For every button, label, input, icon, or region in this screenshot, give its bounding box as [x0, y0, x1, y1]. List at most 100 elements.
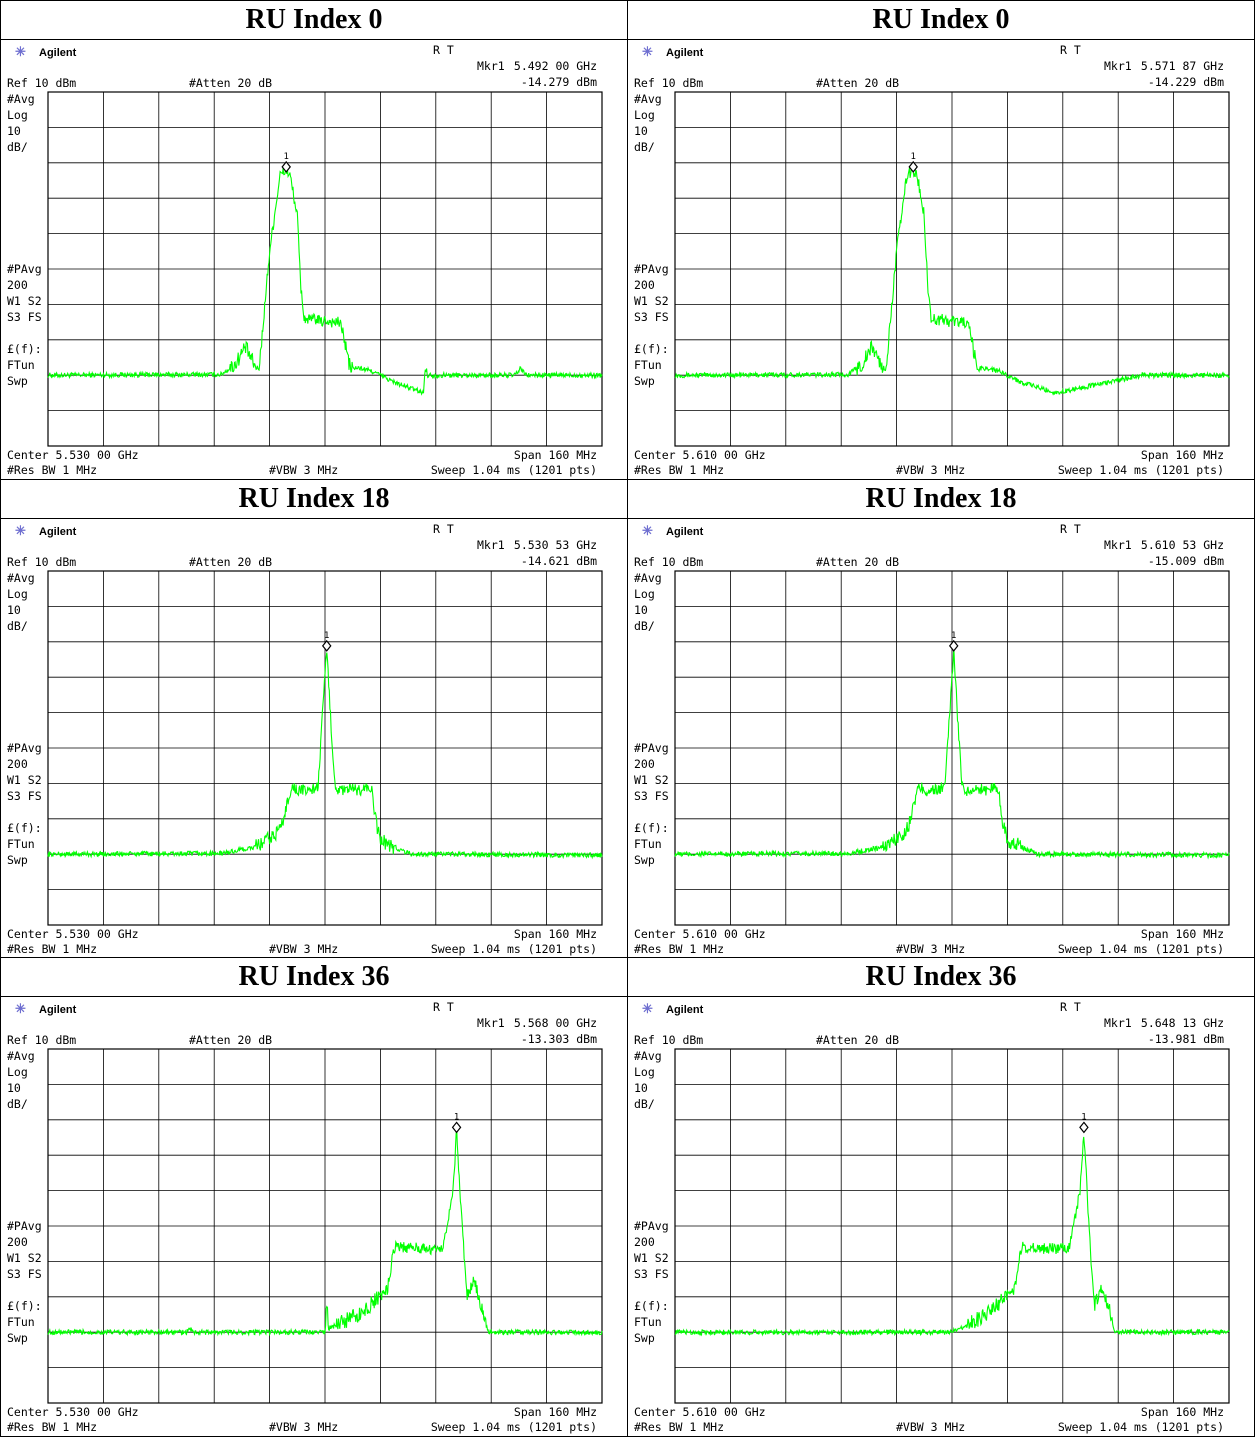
marker-diamond-icon	[281, 160, 291, 173]
plot-cell-0: ✳ Agilent R T Mkr1 5.492 00 GHz -14.279 dBm Re…	[0, 39, 628, 480]
graticule-frame	[47, 570, 603, 926]
ftun-label: FTun	[634, 1315, 662, 1329]
graticule-frame	[674, 570, 1230, 926]
graticule-frame	[47, 1048, 603, 1404]
scale-value: 10	[7, 1081, 21, 1095]
avg-label: #Avg	[7, 1049, 35, 1063]
graticule	[674, 1048, 1230, 1404]
swp-label: Swp	[7, 853, 28, 867]
trigger-status: R T	[1060, 43, 1081, 57]
marker-level: -13.981 dBm	[1148, 1032, 1224, 1046]
trigger-status: R T	[433, 43, 454, 57]
pavg-label: #PAvg	[634, 262, 669, 276]
avg-label: #Avg	[7, 571, 35, 585]
swp-label: Swp	[7, 374, 28, 388]
video-bandwidth: #VBW 3 MHz	[269, 463, 338, 477]
trigger-status: R T	[433, 522, 454, 536]
brand-label: Agilent	[666, 47, 704, 59]
frequency-span: Span 160 MHz	[1141, 1405, 1224, 1419]
marker-number: 1	[911, 152, 916, 162]
trigger-status: R T	[1060, 522, 1081, 536]
s3fs-label: S3 FS	[634, 1267, 669, 1281]
marker-level: -13.303 dBm	[521, 1032, 597, 1046]
scale-unit: dB/	[7, 619, 28, 633]
graticule-frame	[47, 91, 603, 447]
log-label: Log	[7, 108, 28, 122]
marker-number: 1	[951, 631, 956, 641]
panel-title-2: RU Index 18	[0, 478, 628, 519]
frequency-span: Span 160 MHz	[514, 927, 597, 941]
panel-title-5: RU Index 36	[627, 957, 1255, 998]
scale-value: 10	[634, 603, 648, 617]
log-label: Log	[634, 1065, 655, 1079]
spectrum-trace	[47, 167, 603, 396]
panel-title-1: RU Index 0	[627, 0, 1255, 41]
ftun-label: FTun	[7, 358, 35, 372]
resolution-bandwidth: #Res BW 1 MHz	[7, 463, 97, 477]
spectrum-panel-3: ✳ Agilent R T Mkr1 5.610 53 GHz -15.009 dBm Re…	[628, 519, 1254, 957]
marker-label: Mkr1	[1104, 1016, 1132, 1030]
attenuation: #Atten 20 dB	[189, 555, 272, 569]
attenuation: #Atten 20 dB	[816, 555, 899, 569]
sweep-time: Sweep 1.04 ms (1201 pts)	[1058, 942, 1224, 956]
spectrum-trace	[674, 167, 1230, 396]
plot-cell-2: ✳ Agilent R T Mkr1 5.530 53 GHz -14.621 dBm Re…	[0, 517, 628, 959]
reference-level: Ref 10 dBm	[7, 76, 76, 90]
marker-frequency: 5.648 13 GHz	[1141, 1016, 1224, 1030]
pavg-count: 200	[634, 278, 655, 292]
marker-level: -14.621 dBm	[521, 554, 597, 568]
spectrum-trace	[47, 652, 603, 860]
marker-diamond-icon	[1079, 1121, 1089, 1134]
frequency-span: Span 160 MHz	[1141, 927, 1224, 941]
pavg-label: #PAvg	[634, 1219, 669, 1233]
graticule-frame	[674, 1048, 1230, 1404]
video-bandwidth: #VBW 3 MHz	[269, 942, 338, 956]
resolution-bandwidth: #Res BW 1 MHz	[7, 1420, 97, 1434]
attenuation: #Atten 20 dB	[189, 76, 272, 90]
spectrum-trace	[674, 646, 1230, 860]
frequency-span: Span 160 MHz	[1141, 448, 1224, 462]
graticule-frame	[674, 91, 1230, 447]
spectrum-trace	[47, 1127, 603, 1338]
marker-level: -14.279 dBm	[521, 75, 597, 89]
scale-unit: dB/	[7, 1097, 28, 1111]
brand-label: Agilent	[39, 1004, 77, 1016]
ef-label: £(f):	[634, 821, 669, 835]
scale-value: 10	[7, 603, 21, 617]
graticule	[47, 570, 603, 926]
brand-label: Agilent	[666, 1004, 704, 1016]
spectrum-panel-5: ✳ Agilent R T Mkr1 5.648 13 GHz -13.981 dBm Re…	[628, 997, 1254, 1435]
center-frequency: Center 5.610 00 GHz	[634, 448, 766, 462]
marker-level: -14.229 dBm	[1148, 75, 1224, 89]
sweep-time: Sweep 1.04 ms (1201 pts)	[1058, 1420, 1224, 1434]
scale-unit: dB/	[7, 140, 28, 154]
video-bandwidth: #VBW 3 MHz	[896, 942, 965, 956]
center-frequency: Center 5.530 00 GHz	[7, 1405, 139, 1419]
scale-value: 10	[634, 124, 648, 138]
pavg-label: #PAvg	[7, 1219, 42, 1233]
spectrum-svg: ✳ Agilent R T Mkr1 5.492 00 GHz -14.279 dBm Re…	[7, 43, 603, 477]
pavg-label: #PAvg	[7, 741, 42, 755]
marker-frequency: 5.530 53 GHz	[514, 538, 597, 552]
resolution-bandwidth: #Res BW 1 MHz	[634, 942, 724, 956]
reference-level: Ref 10 dBm	[7, 1033, 76, 1047]
marker-number: 1	[284, 152, 289, 162]
s3fs-label: S3 FS	[634, 310, 669, 324]
spectrum-svg: ✳ Agilent R T Mkr1 5.571 87 GHz -14.229 dBm Re…	[634, 43, 1230, 477]
plot-cell-4: ✳ Agilent R T Mkr1 5.568 00 GHz -13.303 dBm Re…	[0, 996, 628, 1437]
ef-label: £(f):	[7, 1299, 42, 1313]
frequency-span: Span 160 MHz	[514, 448, 597, 462]
plot-cell-5: ✳ Agilent R T Mkr1 5.648 13 GHz -13.981 dBm Re…	[627, 996, 1255, 1437]
graticule	[674, 91, 1230, 447]
agilent-logo-icon: ✳	[642, 44, 653, 59]
spectrum-svg: ✳ Agilent R T Mkr1 5.648 13 GHz -13.981 dBm Re…	[634, 1000, 1230, 1434]
spectrum-panel-2: ✳ Agilent R T Mkr1 5.530 53 GHz -14.621 dBm Re…	[1, 519, 627, 957]
avg-label: #Avg	[7, 92, 35, 106]
s3fs-label: S3 FS	[7, 789, 42, 803]
graticule	[47, 91, 603, 447]
reference-level: Ref 10 dBm	[634, 555, 703, 569]
reference-level: Ref 10 dBm	[634, 76, 703, 90]
attenuation: #Atten 20 dB	[816, 1033, 899, 1047]
agilent-logo-icon: ✳	[642, 523, 653, 538]
